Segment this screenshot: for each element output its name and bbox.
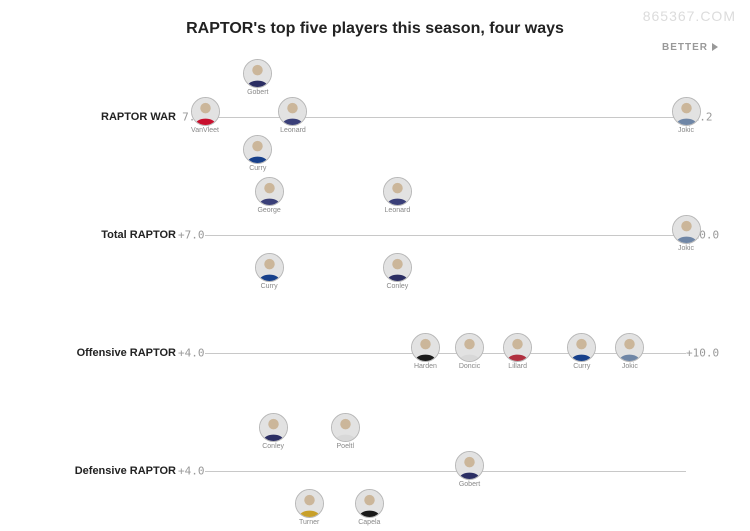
- player-marker: Jokic: [669, 97, 703, 134]
- player-avatar: [255, 253, 284, 282]
- player-marker: Turner: [292, 489, 326, 526]
- player-name: Curry: [565, 363, 599, 370]
- better-indicator: BETTER: [662, 42, 718, 53]
- player-name: Poeltl: [328, 443, 362, 450]
- player-name: Curry: [252, 283, 286, 290]
- player-marker: Leonard: [276, 97, 310, 134]
- axis-track: [205, 471, 686, 472]
- player-avatar: [243, 59, 272, 88]
- player-marker: Jokic: [613, 333, 647, 370]
- player-marker: Leonard: [380, 177, 414, 214]
- player-avatar: [295, 489, 324, 518]
- row-label: Total RAPTOR: [0, 229, 176, 241]
- axis-track: [205, 235, 686, 236]
- player-avatar: [355, 489, 384, 518]
- player-name: Curry: [241, 165, 275, 172]
- charts-container: RAPTOR WAR7.111.2 Gobert VanVleet Leonar…: [0, 58, 750, 530]
- player-name: Leonard: [380, 207, 414, 214]
- player-marker: Conley: [380, 253, 414, 290]
- row-label: RAPTOR WAR: [0, 111, 176, 123]
- player-name: Conley: [380, 283, 414, 290]
- row-label: Defensive RAPTOR: [0, 465, 176, 477]
- axis-min-label: +4.0: [178, 347, 202, 360]
- axis-min-label: +4.0: [178, 465, 202, 478]
- chart-title: RAPTOR's top five players this season, f…: [0, 0, 750, 42]
- player-marker: Lillard: [501, 333, 535, 370]
- player-marker: Gobert: [453, 451, 487, 488]
- player-name: Lillard: [501, 363, 535, 370]
- axis-max-label: +10.0: [686, 347, 720, 360]
- player-avatar: [455, 451, 484, 480]
- player-name: Conley: [256, 443, 290, 450]
- player-name: Doncic: [453, 363, 487, 370]
- player-avatar: [243, 135, 272, 164]
- player-marker: George: [252, 177, 286, 214]
- player-name: VanVleet: [188, 127, 222, 134]
- axis-min-label: +7.0: [178, 229, 202, 242]
- player-marker: Jokic: [669, 215, 703, 252]
- player-marker: Curry: [565, 333, 599, 370]
- player-avatar: [331, 413, 360, 442]
- player-name: Capela: [352, 519, 386, 526]
- player-name: Leonard: [276, 127, 310, 134]
- player-avatar: [567, 333, 596, 362]
- player-marker: Gobert: [241, 59, 275, 96]
- chart-row: Defensive RAPTOR+4.0 Conley Turner Poelt…: [0, 412, 750, 530]
- player-avatar: [259, 413, 288, 442]
- triangle-right-icon: [712, 43, 718, 51]
- player-marker: Conley: [256, 413, 290, 450]
- player-marker: Curry: [241, 135, 275, 172]
- player-marker: Capela: [352, 489, 386, 526]
- player-avatar: [255, 177, 284, 206]
- player-name: Gobert: [241, 89, 275, 96]
- player-avatar: [503, 333, 532, 362]
- player-name: Gobert: [453, 481, 487, 488]
- chart-row: Total RAPTOR+7.0+10.0 George Leonard Cur…: [0, 176, 750, 294]
- watermark-text: 865367.COM: [643, 8, 736, 24]
- player-marker: VanVleet: [188, 97, 222, 134]
- player-name: George: [252, 207, 286, 214]
- player-marker: Curry: [252, 253, 286, 290]
- player-avatar: [455, 333, 484, 362]
- chart-row: Offensive RAPTOR+4.0+10.0 Harden Doncic …: [0, 294, 750, 412]
- player-avatar: [383, 253, 412, 282]
- chart-row: RAPTOR WAR7.111.2 Gobert VanVleet Leonar…: [0, 58, 750, 176]
- player-avatar: [672, 97, 701, 126]
- player-avatar: [383, 177, 412, 206]
- player-name: Jokic: [669, 245, 703, 252]
- player-marker: Harden: [408, 333, 442, 370]
- player-name: Jokic: [669, 127, 703, 134]
- player-avatar: [615, 333, 644, 362]
- row-label: Offensive RAPTOR: [0, 347, 176, 359]
- player-marker: Doncic: [453, 333, 487, 370]
- player-avatar: [191, 97, 220, 126]
- better-label: BETTER: [662, 42, 708, 53]
- player-avatar: [672, 215, 701, 244]
- player-name: Harden: [408, 363, 442, 370]
- player-marker: Poeltl: [328, 413, 362, 450]
- player-avatar: [278, 97, 307, 126]
- player-name: Jokic: [613, 363, 647, 370]
- player-avatar: [411, 333, 440, 362]
- player-name: Turner: [292, 519, 326, 526]
